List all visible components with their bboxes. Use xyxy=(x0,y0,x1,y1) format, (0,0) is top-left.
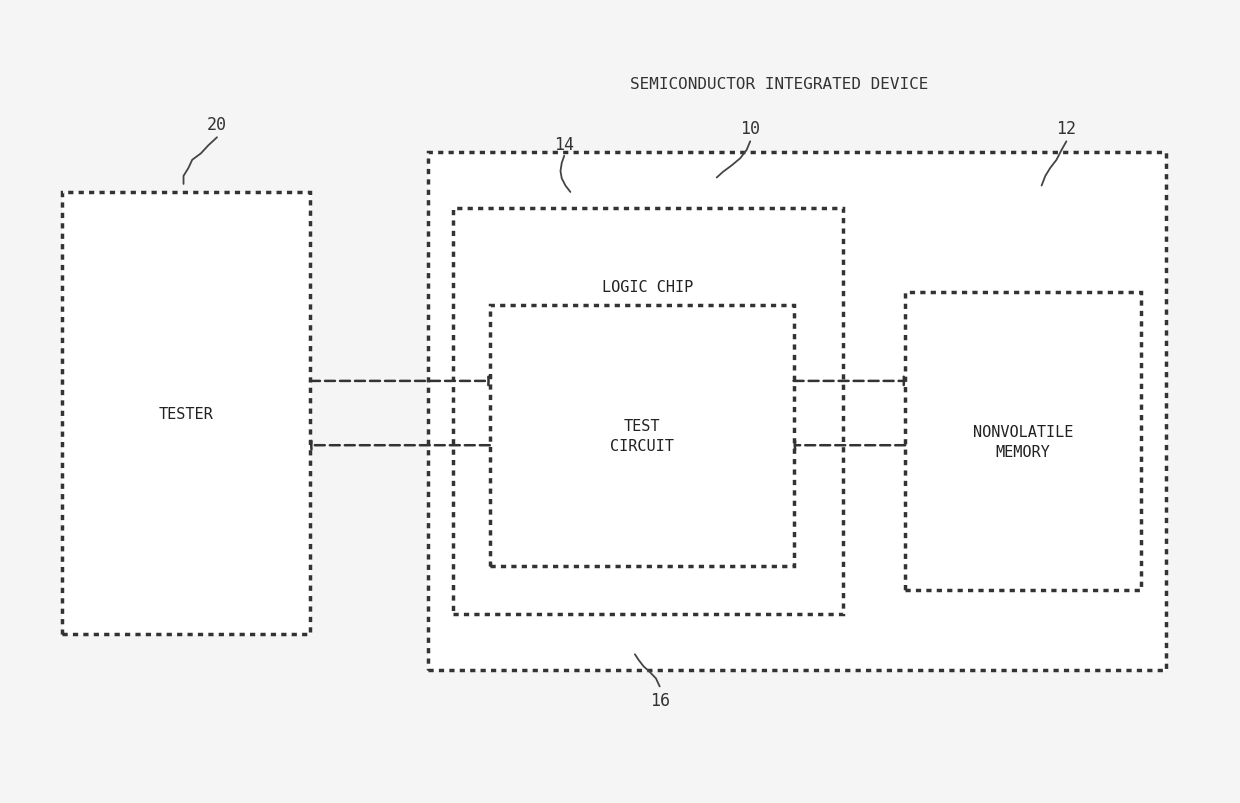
Bar xyxy=(62,193,310,634)
Bar xyxy=(428,153,1166,671)
Text: TEST
CIRCUIT: TEST CIRCUIT xyxy=(610,418,673,453)
Text: 14: 14 xyxy=(554,136,574,153)
Bar xyxy=(905,293,1141,590)
Text: LOGIC CHIP: LOGIC CHIP xyxy=(603,279,693,295)
Text: TESTER: TESTER xyxy=(159,406,213,421)
Bar xyxy=(453,209,843,614)
Text: 12: 12 xyxy=(1056,120,1076,137)
Text: 16: 16 xyxy=(650,691,670,709)
Text: 10: 10 xyxy=(740,120,760,137)
Text: NONVOLATILE
MEMORY: NONVOLATILE MEMORY xyxy=(973,424,1073,459)
Text: SEMICONDUCTOR INTEGRATED DEVICE: SEMICONDUCTOR INTEGRATED DEVICE xyxy=(630,77,928,92)
Text: 20: 20 xyxy=(207,116,227,133)
Bar xyxy=(490,305,794,566)
